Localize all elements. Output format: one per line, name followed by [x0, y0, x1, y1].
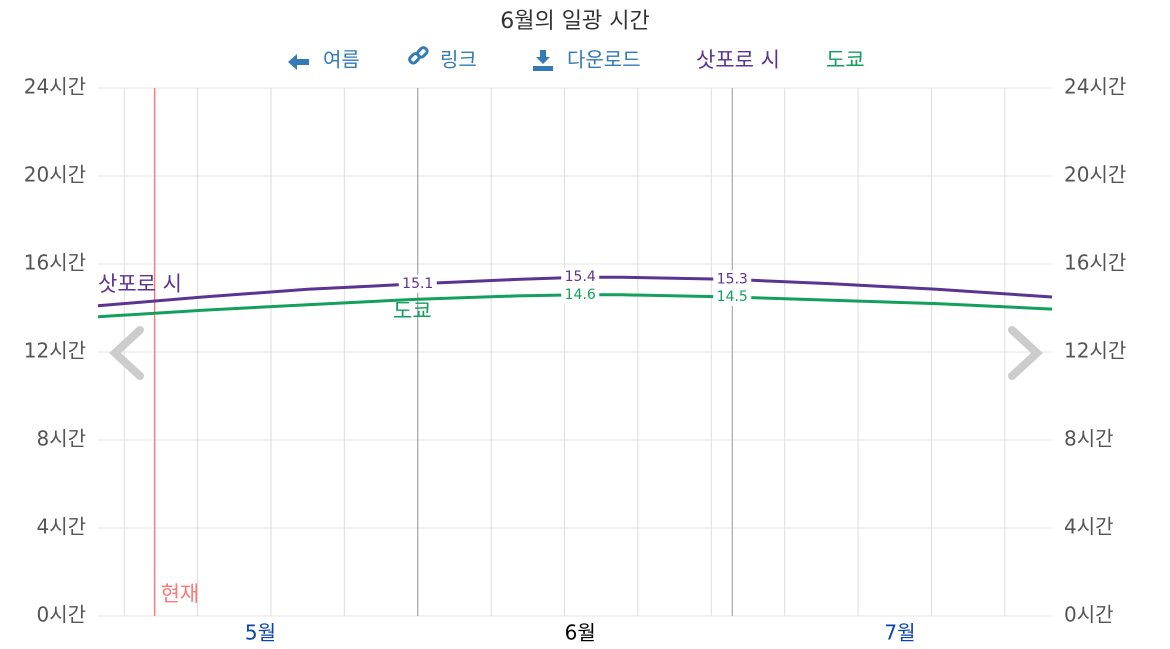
data-label: 15.4 — [565, 269, 596, 285]
series-label: 삿포로 시 — [98, 272, 182, 296]
nav-link[interactable]: 링크 — [440, 48, 477, 72]
y-tick-label: 8시간 — [36, 427, 86, 451]
label-bg — [713, 270, 752, 289]
link-icon — [408, 46, 429, 65]
y-tick-label: 12시간 — [24, 339, 86, 363]
y2-tick-label: 16시간 — [1064, 251, 1126, 275]
nav-download[interactable]: 다운로드 — [567, 48, 641, 72]
y-tick-label: 16시간 — [24, 251, 86, 275]
series-label: 도쿄 — [393, 299, 432, 323]
chart-title: 6월의 일광 시간 — [500, 9, 649, 34]
y-tick-label: 20시간 — [24, 163, 86, 187]
y-tick-label: 0시간 — [36, 603, 86, 627]
label-bg — [561, 268, 600, 287]
label-bg — [398, 274, 437, 293]
label-bg — [561, 285, 600, 304]
prev-arrow[interactable] — [109, 326, 144, 380]
now-label: 현재 — [161, 582, 200, 606]
next-arrow[interactable] — [1008, 326, 1043, 380]
download-icon — [533, 50, 553, 71]
data-label: 14.6 — [565, 287, 596, 303]
y2-tick-label: 8시간 — [1064, 427, 1114, 451]
legend-entry: 도쿄 — [826, 48, 865, 72]
data-label: 14.5 — [717, 289, 748, 305]
x-tick-label: 5월 — [245, 621, 276, 645]
nav-summer[interactable]: 여름 — [323, 48, 360, 72]
y2-tick-label: 20시간 — [1064, 163, 1126, 187]
label-bg — [713, 288, 752, 306]
y-tick-label: 24시간 — [24, 75, 86, 99]
arrow-icon — [288, 54, 309, 70]
x-tick-label: 7월 — [884, 621, 915, 645]
data-label: 15.3 — [717, 271, 748, 287]
legend-entry: 삿포로 시 — [696, 48, 780, 72]
y2-tick-label: 0시간 — [1064, 603, 1114, 627]
y2-tick-label: 4시간 — [1064, 515, 1114, 539]
data-label: 15.1 — [402, 276, 433, 292]
x-tick-label: 6월 — [565, 621, 596, 645]
y-tick-label: 4시간 — [36, 515, 86, 539]
y2-tick-label: 12시간 — [1064, 339, 1126, 363]
y2-tick-label: 24시간 — [1064, 75, 1126, 99]
